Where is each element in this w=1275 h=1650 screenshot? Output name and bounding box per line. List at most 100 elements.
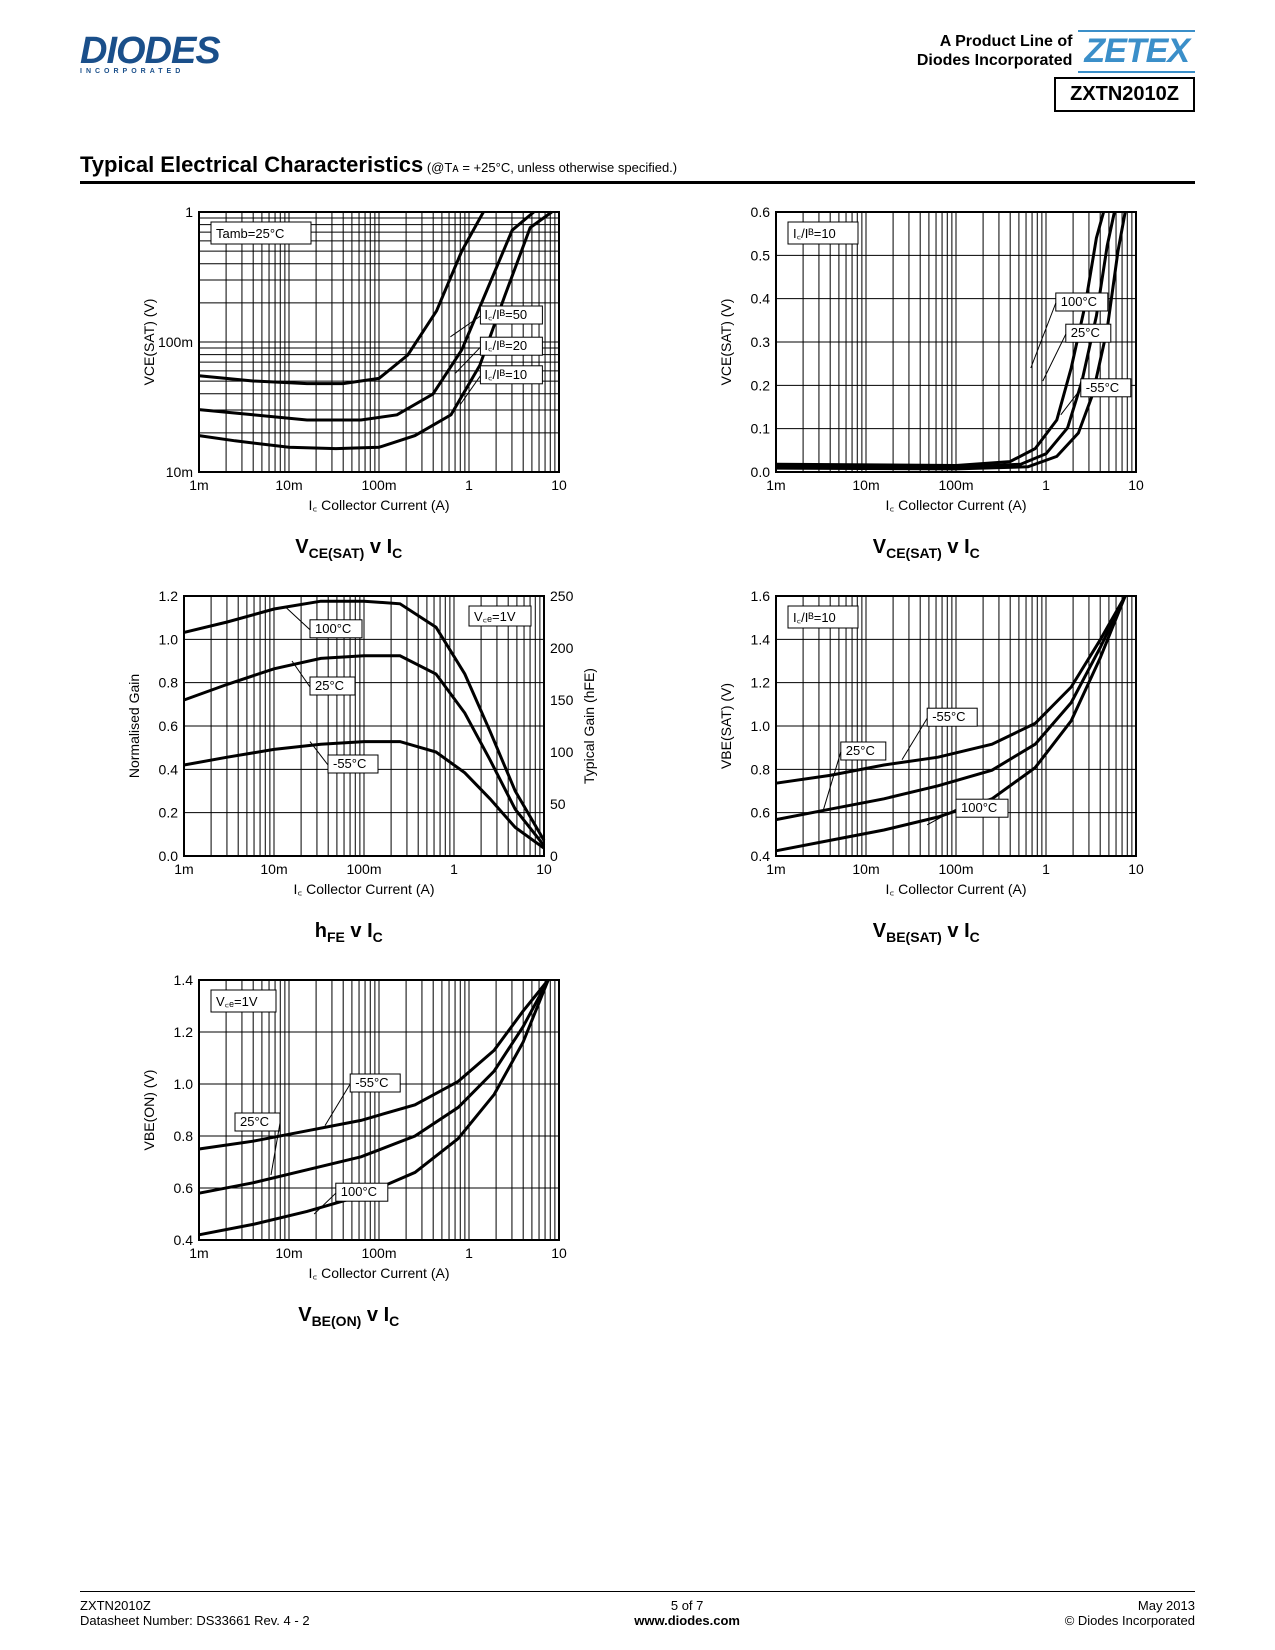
svg-text:10m: 10m [853,477,880,493]
svg-text:1: 1 [1042,477,1050,493]
svg-text:I꜀/Iᴮ=10: I꜀/Iᴮ=10 [793,226,836,241]
part-number-box: ZXTN2010Z [1054,77,1195,112]
chart-svg: 1m10m100m1100.00.10.20.30.40.50.6I꜀ Coll… [691,202,1161,532]
svg-text:1.4: 1.4 [751,631,771,647]
chart-title: hFE v IC [315,920,383,945]
svg-text:-55°C: -55°C [1086,380,1119,395]
svg-text:I꜀ Collector Current (A): I꜀ Collector Current (A) [308,497,449,513]
chart-vcesat-log: 1m10m100m11010m100m1I꜀ Collector Current… [80,202,618,561]
svg-text:100m: 100m [939,477,974,493]
svg-text:VCE(SAT) (V): VCE(SAT) (V) [141,299,157,386]
chart-vbesat: 1m10m100m1100.40.60.81.01.21.41.6I꜀ Coll… [658,586,1196,945]
svg-text:1: 1 [465,477,473,493]
svg-text:-55°C: -55°C [355,1075,388,1090]
footer-left: ZXTN2010Z Datasheet Number: DS33661 Rev.… [80,1598,310,1628]
svg-text:0.8: 0.8 [751,761,771,777]
svg-text:0.6: 0.6 [158,718,178,734]
svg-text:V꜀ₑ=1V: V꜀ₑ=1V [474,609,516,624]
chart-svg: 1m10m100m1100.40.60.81.01.21.4I꜀ Collect… [114,970,584,1300]
svg-text:VCE(SAT) (V): VCE(SAT) (V) [718,299,734,386]
product-line-1: A Product Line of [940,33,1073,50]
chart-title: VCE(SAT) v IC [295,536,402,561]
svg-text:1: 1 [185,204,193,220]
diodes-logo: DIODES INCORPORATED [80,30,220,75]
svg-text:0.4: 0.4 [173,1232,193,1248]
svg-text:1: 1 [1042,861,1050,877]
svg-text:0.8: 0.8 [173,1128,193,1144]
svg-text:1.2: 1.2 [751,675,771,691]
svg-text:100m: 100m [939,861,974,877]
footer-part: ZXTN2010Z [80,1598,151,1613]
svg-text:1.0: 1.0 [173,1076,193,1092]
page-header: DIODES INCORPORATED A Product Line of Di… [80,30,1195,112]
svg-text:V꜀ₑ=1V: V꜀ₑ=1V [216,994,258,1009]
svg-text:VBE(ON) (V): VBE(ON) (V) [141,1070,157,1151]
footer-date: May 2013 [1138,1598,1195,1613]
section-condition: (@Tᴀ = +25°C, unless otherwise specified… [423,160,677,175]
svg-text:0.5: 0.5 [751,247,771,263]
svg-text:1.4: 1.4 [173,972,193,988]
svg-text:100°C: 100°C [315,621,351,636]
svg-text:0.6: 0.6 [751,204,771,220]
svg-text:250: 250 [550,588,574,604]
svg-text:I꜀/Iᴮ=20: I꜀/Iᴮ=20 [484,338,527,353]
svg-text:I꜀ Collector Current (A): I꜀ Collector Current (A) [886,881,1027,897]
zetex-logo: ZETEX [1078,30,1195,73]
footer-ds: Datasheet Number: DS33661 Rev. 4 - 2 [80,1613,310,1628]
chart-svg: 1m10m100m11010m100m1I꜀ Collector Current… [114,202,584,532]
chart-svg: 1m10m100m1100.00.20.40.60.81.01.20501001… [99,586,599,916]
svg-text:10: 10 [551,477,567,493]
footer-url: www.diodes.com [634,1613,740,1628]
chart-title: VBE(ON) v IC [298,1304,399,1329]
svg-text:25°C: 25°C [315,678,344,693]
svg-text:-55°C: -55°C [932,709,965,724]
svg-text:100°C: 100°C [961,800,997,815]
svg-text:1: 1 [450,861,458,877]
svg-text:100: 100 [550,744,574,760]
svg-text:150: 150 [550,692,574,708]
diodes-logo-text: DIODES [80,30,220,72]
svg-text:I꜀/Iᴮ=10: I꜀/Iᴮ=10 [484,367,527,382]
svg-text:1.2: 1.2 [173,1024,193,1040]
svg-text:0.6: 0.6 [173,1180,193,1196]
svg-text:100m: 100m [361,1245,396,1261]
svg-text:I꜀/Iᴮ=50: I꜀/Iᴮ=50 [484,307,527,322]
product-line-2: Diodes Incorporated [917,52,1073,69]
chart-svg: 1m10m100m1100.40.60.81.01.21.41.6I꜀ Coll… [691,586,1161,916]
svg-text:10m: 10m [275,477,302,493]
footer-copy: © Diodes Incorporated [1065,1613,1195,1628]
svg-text:1.0: 1.0 [751,718,771,734]
svg-text:-55°C: -55°C [333,756,366,771]
svg-text:1.6: 1.6 [751,588,771,604]
svg-text:10: 10 [1128,861,1144,877]
chart-hfe: 1m10m100m1100.00.20.40.60.81.01.20501001… [80,586,618,945]
svg-text:10: 10 [1128,477,1144,493]
chart-title: VBE(SAT) v IC [873,920,980,945]
charts-grid: 1m10m100m11010m100m1I꜀ Collector Current… [80,202,1195,1329]
svg-text:0.1: 0.1 [751,421,771,437]
page-footer: ZXTN2010Z Datasheet Number: DS33661 Rev.… [80,1591,1195,1628]
footer-right: May 2013 © Diodes Incorporated [1065,1598,1195,1628]
svg-text:100°C: 100°C [1061,294,1097,309]
footer-page: 5 of 7 [671,1598,704,1613]
svg-text:0.0: 0.0 [751,464,771,480]
svg-text:1.2: 1.2 [158,588,178,604]
section-title: Typical Electrical Characteristics (@Tᴀ … [80,152,1195,184]
svg-text:0: 0 [550,848,558,864]
svg-text:Typical Gain (hFE): Typical Gain (hFE) [581,668,597,784]
svg-text:0.4: 0.4 [751,291,771,307]
chart-vbeon: 1m10m100m1100.40.60.81.01.21.4I꜀ Collect… [80,970,618,1329]
svg-text:I꜀/Iᴮ=10: I꜀/Iᴮ=10 [793,610,836,625]
svg-text:1: 1 [465,1245,473,1261]
svg-text:0.3: 0.3 [751,334,771,350]
footer-center: 5 of 7 www.diodes.com [634,1598,740,1628]
svg-text:100m: 100m [158,334,193,350]
svg-text:I꜀ Collector Current (A): I꜀ Collector Current (A) [886,497,1027,513]
svg-text:10: 10 [551,1245,567,1261]
svg-text:25°C: 25°C [846,743,875,758]
svg-text:0.8: 0.8 [158,675,178,691]
svg-text:VBE(SAT) (V): VBE(SAT) (V) [718,683,734,769]
svg-text:50: 50 [550,796,566,812]
svg-text:25°C: 25°C [240,1114,269,1129]
chart-vcesat-lin: 1m10m100m1100.00.10.20.30.40.50.6I꜀ Coll… [658,202,1196,561]
